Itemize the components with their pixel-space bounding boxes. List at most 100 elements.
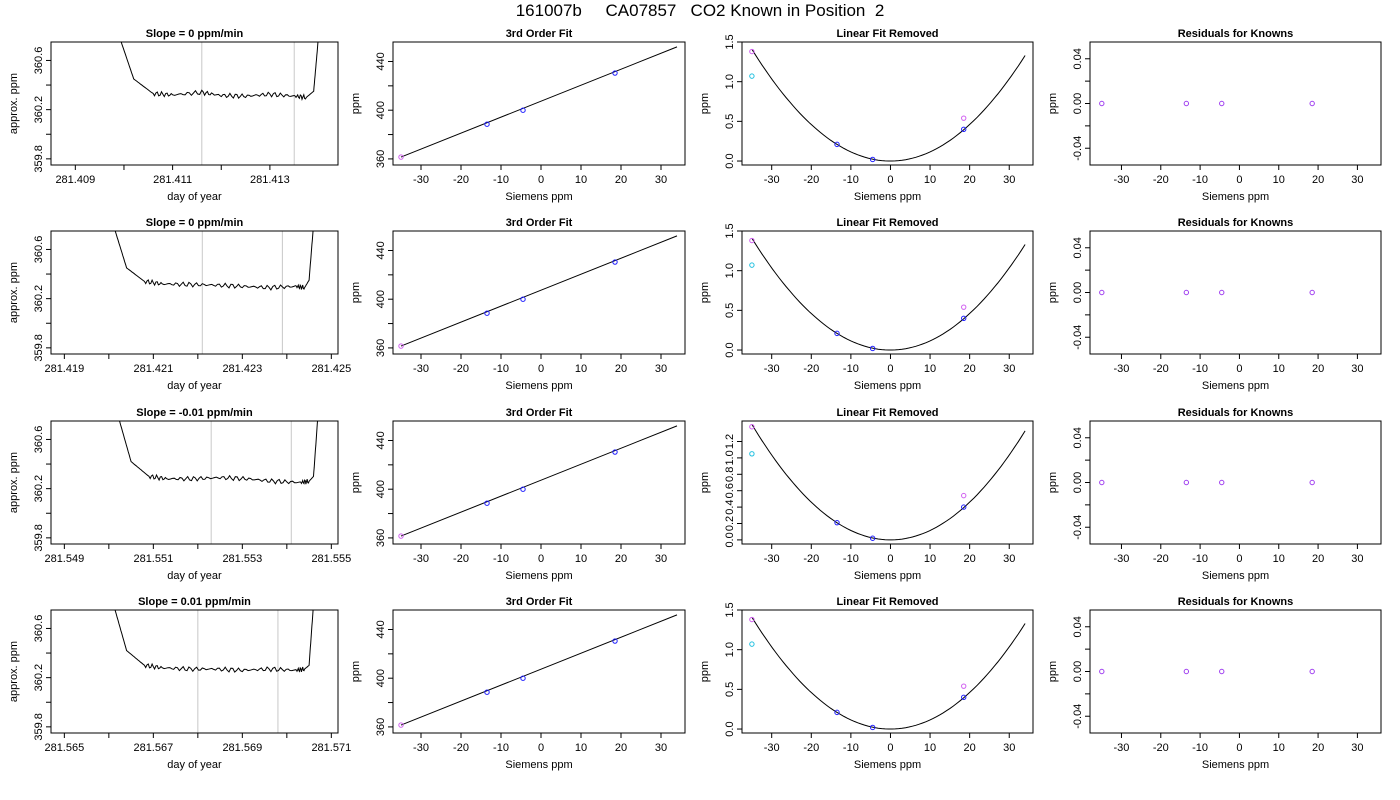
x-tick-label: 281.551 (133, 553, 173, 565)
y-tick-label: 360.2 (33, 285, 45, 313)
x-tick-label: 10 (575, 742, 587, 754)
x-tick-label: -10 (1192, 742, 1208, 754)
data-point (961, 694, 967, 700)
x-tick-label: 0 (887, 363, 893, 375)
y-tick-label: 440 (375, 620, 387, 638)
y-tick-label: 0.00 (1072, 282, 1084, 303)
data-point (1309, 100, 1315, 107)
data-point (749, 424, 755, 430)
y-tick-label: 0.5 (724, 303, 736, 318)
x-tick-label: -20 (1153, 553, 1169, 565)
data-point (1099, 479, 1105, 486)
x-tick-label: -20 (453, 553, 469, 565)
x-tick-label: 20 (964, 742, 976, 754)
data-point (749, 641, 755, 647)
panel-3-1: Slope = -0.01 ppm/min 281.549 281.551 281.5… (8, 407, 351, 582)
plot-frame (741, 420, 1034, 545)
data-point (398, 533, 404, 539)
plot-frame (392, 420, 686, 545)
panel-4-2: 3rd Order Fit -30 -20 -10 0 10 20 30 360 400 440 Si… (350, 596, 686, 771)
x-tick-label: 281.553 (222, 553, 262, 565)
x-tick-label: -10 (843, 742, 859, 754)
x-axis-label: Siemens ppm (505, 570, 572, 582)
plot-frame (1089, 420, 1382, 545)
data-point (1309, 289, 1315, 296)
x-tick-label: 0 (887, 553, 893, 565)
y-tick-label: 0.04 (1072, 48, 1084, 69)
y-tick-label: 400 (375, 290, 387, 308)
x-tick-label: 30 (1351, 174, 1363, 186)
y-tick-label: 1.0 (724, 450, 736, 465)
plot-frame (392, 41, 686, 166)
x-tick-label: -20 (1153, 742, 1169, 754)
y-tick-label: 0.4 (724, 499, 736, 514)
panel-2-3: Linear Fit Removed -30 -20 -10 0 10 20 30 0.0 0.5… (699, 217, 1034, 392)
y-tick-label: 360 (375, 150, 387, 168)
x-tick-label: 20 (1312, 553, 1324, 565)
x-tick-label: 30 (1003, 553, 1015, 565)
x-axis-label: day of year (167, 380, 222, 392)
x-tick-label: 281.567 (133, 742, 173, 754)
panel-title: Linear Fit Removed (836, 217, 938, 229)
y-axis-label: ppm (350, 282, 362, 303)
x-axis-label: Siemens ppm (1202, 570, 1269, 582)
x-tick-label: 281.423 (222, 363, 262, 375)
y-tick-label: 440 (375, 241, 387, 259)
y-tick-label: 0.00 (1072, 93, 1084, 114)
y-tick-label: 0.00 (1072, 661, 1084, 682)
x-tick-label: 0 (1236, 553, 1242, 565)
panel-title: Residuals for Knowns (1178, 28, 1294, 40)
fit-curve (751, 48, 1026, 162)
x-tick-label: -30 (1114, 174, 1130, 186)
data-point (834, 519, 840, 526)
x-tick-label: 281.555 (311, 553, 351, 565)
panel-title: Slope = -0.01 ppm/min (136, 407, 253, 419)
y-tick-label: 440 (375, 52, 387, 70)
plot-frame (741, 230, 1034, 355)
y-tick-label: 1.0 (724, 263, 736, 278)
x-tick-label: -20 (453, 742, 469, 754)
x-tick-label: -20 (453, 363, 469, 375)
x-tick-label: 10 (1273, 363, 1285, 375)
fit-curve (751, 237, 1026, 351)
panel-title: Residuals for Knowns (1178, 407, 1294, 419)
x-tick-label: -10 (493, 742, 509, 754)
panel-3-3: Linear Fit Removed -30 -20 -10 0 10 20 30 0.00.2… (699, 407, 1034, 582)
y-tick-label: 0.6 (724, 483, 736, 498)
data-point (1219, 100, 1225, 107)
x-tick-label: 281.565 (44, 742, 84, 754)
x-tick-label: -30 (413, 742, 429, 754)
y-axis-label: ppm (350, 472, 362, 493)
data-point (612, 70, 618, 76)
x-tick-label: -30 (1114, 553, 1130, 565)
y-tick-label: 400 (375, 101, 387, 119)
x-tick-label: -30 (413, 363, 429, 375)
plot-frame (1089, 41, 1382, 166)
y-axis-label: ppm (699, 661, 711, 682)
x-tick-label: 20 (1312, 742, 1324, 754)
panel-title: 3rd Order Fit (506, 407, 573, 419)
x-tick-label: -10 (493, 174, 509, 186)
x-tick-label: 30 (1351, 363, 1363, 375)
x-tick-label: 30 (655, 553, 667, 565)
x-tick-label: 10 (924, 742, 936, 754)
data-point (749, 237, 755, 244)
x-tick-label: -30 (1114, 742, 1130, 754)
x-tick-label: -30 (764, 742, 780, 754)
data-point (484, 310, 490, 316)
analyzer-trace (120, 42, 319, 102)
fit-line (400, 46, 678, 158)
x-tick-label: 30 (1003, 174, 1015, 186)
panel-4-4: Residuals for Knowns -30 -20 -10 0 10 20 30 -0.0… (1047, 596, 1382, 771)
x-tick-label: 20 (964, 553, 976, 565)
data-point (869, 156, 876, 163)
data-point (834, 141, 840, 148)
x-tick-label: 0 (1236, 742, 1242, 754)
x-axis-label: Siemens ppm (854, 759, 921, 771)
data-point (1309, 668, 1315, 675)
x-tick-label: 0 (1236, 363, 1242, 375)
data-point (749, 616, 755, 623)
panel-2-2: 3rd Order Fit -30 -20 -10 0 10 20 30 360 400 440 Si… (350, 217, 686, 392)
y-tick-label: 1.5 (724, 34, 736, 49)
panel-title: Slope = 0 ppm/min (146, 217, 244, 229)
